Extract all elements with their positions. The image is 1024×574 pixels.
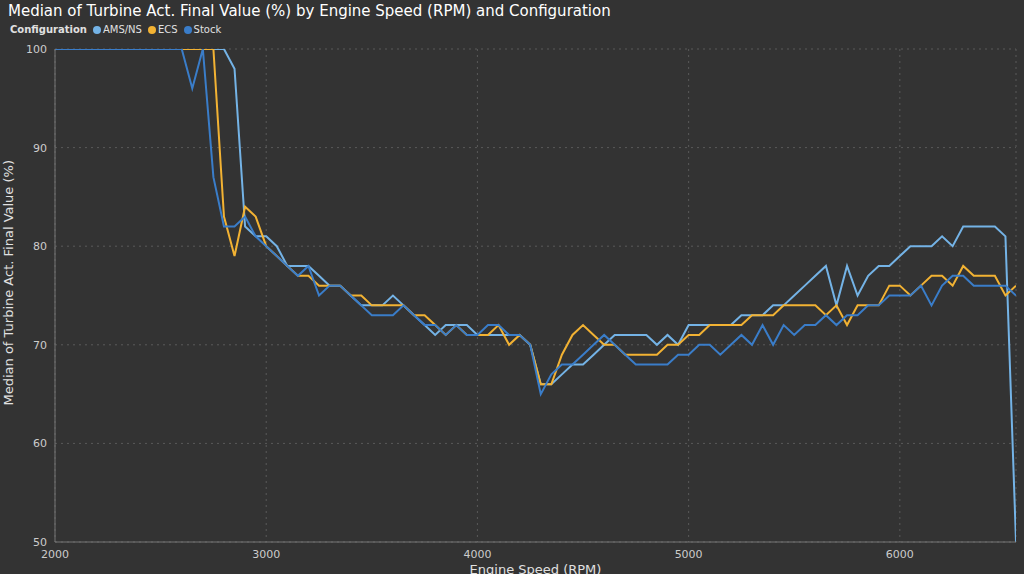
html-text:Configuration: Configuration	[10, 24, 87, 35]
svg-text:2000: 2000	[41, 548, 69, 561]
html-text:ECS: ECS	[157, 24, 178, 35]
svg-text:6000: 6000	[886, 548, 914, 561]
svg-text:60: 60	[33, 437, 47, 450]
html-text:AMS/NS: AMS/NS	[102, 24, 142, 35]
svg-text:Engine Speed (RPM): Engine Speed (RPM)	[470, 562, 602, 574]
svg-text:100: 100	[26, 43, 47, 56]
svg-text:80: 80	[33, 240, 47, 253]
svg-text:4000: 4000	[463, 548, 491, 561]
html-text:Median of Turbine Act. Final V: Median of Turbine Act. Final Value (%) b…	[8, 2, 611, 20]
svg-text:50: 50	[33, 536, 47, 549]
svg-text:Median of Turbine Act. Final V: Median of Turbine Act. Final Value (%)	[8, 160, 16, 405]
svg-text:5000: 5000	[675, 548, 703, 561]
svg-text:3000: 3000	[252, 548, 280, 561]
html-text:Stock: Stock	[193, 24, 222, 35]
svg-text:70: 70	[33, 339, 47, 352]
svg-text:90: 90	[33, 142, 47, 155]
